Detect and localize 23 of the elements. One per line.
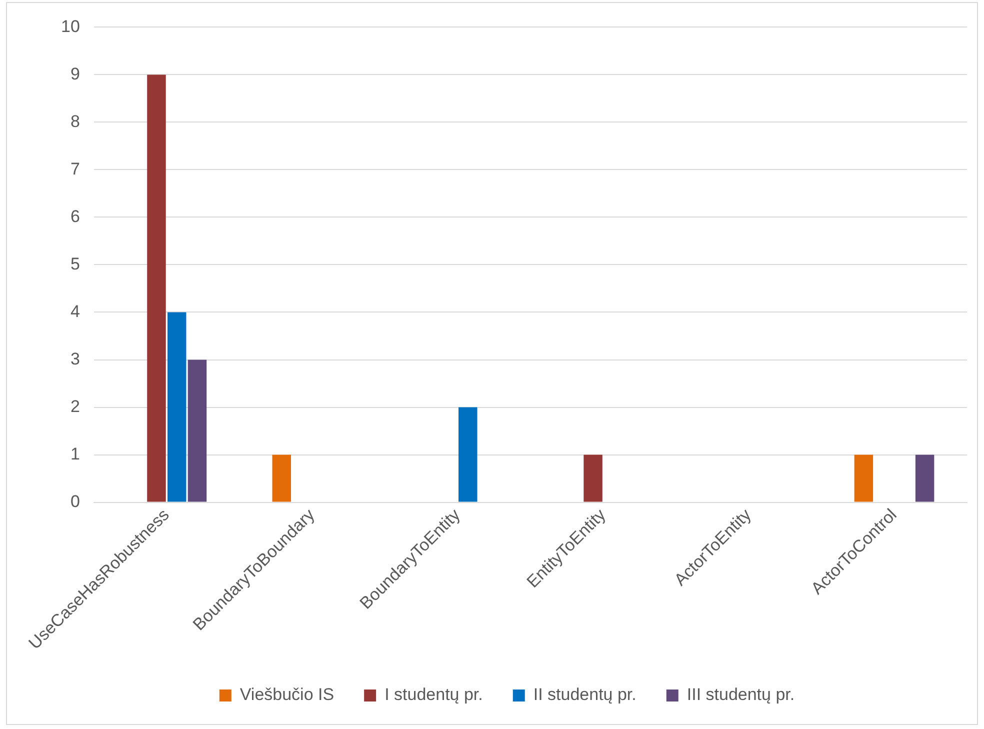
y-tick-label: 4	[70, 302, 80, 321]
y-tick-label: 10	[60, 16, 80, 36]
y-tick-label: 9	[70, 64, 80, 84]
legend-label: Viešbučio IS	[240, 685, 334, 704]
y-tick-label: 7	[70, 159, 80, 178]
legend-label: I studentų pr.	[384, 685, 483, 704]
bar	[167, 312, 186, 502]
legend-label: II studentų pr.	[533, 685, 636, 704]
bar	[854, 454, 874, 502]
y-tick-label: 5	[70, 254, 80, 274]
y-tick-label: 0	[70, 492, 80, 511]
y-tick-label: 8	[70, 112, 80, 131]
bar	[584, 454, 602, 502]
y-tick-label: 3	[70, 349, 80, 368]
y-tick-label: 1	[70, 444, 80, 464]
bar	[458, 407, 478, 502]
y-tick-label: 6	[70, 206, 80, 226]
bar	[272, 454, 291, 502]
legend-label: III studentų pr.	[686, 685, 795, 704]
bar	[147, 74, 166, 502]
bar	[188, 360, 207, 502]
bar	[915, 454, 934, 502]
y-tick-label: 2	[70, 396, 80, 416]
